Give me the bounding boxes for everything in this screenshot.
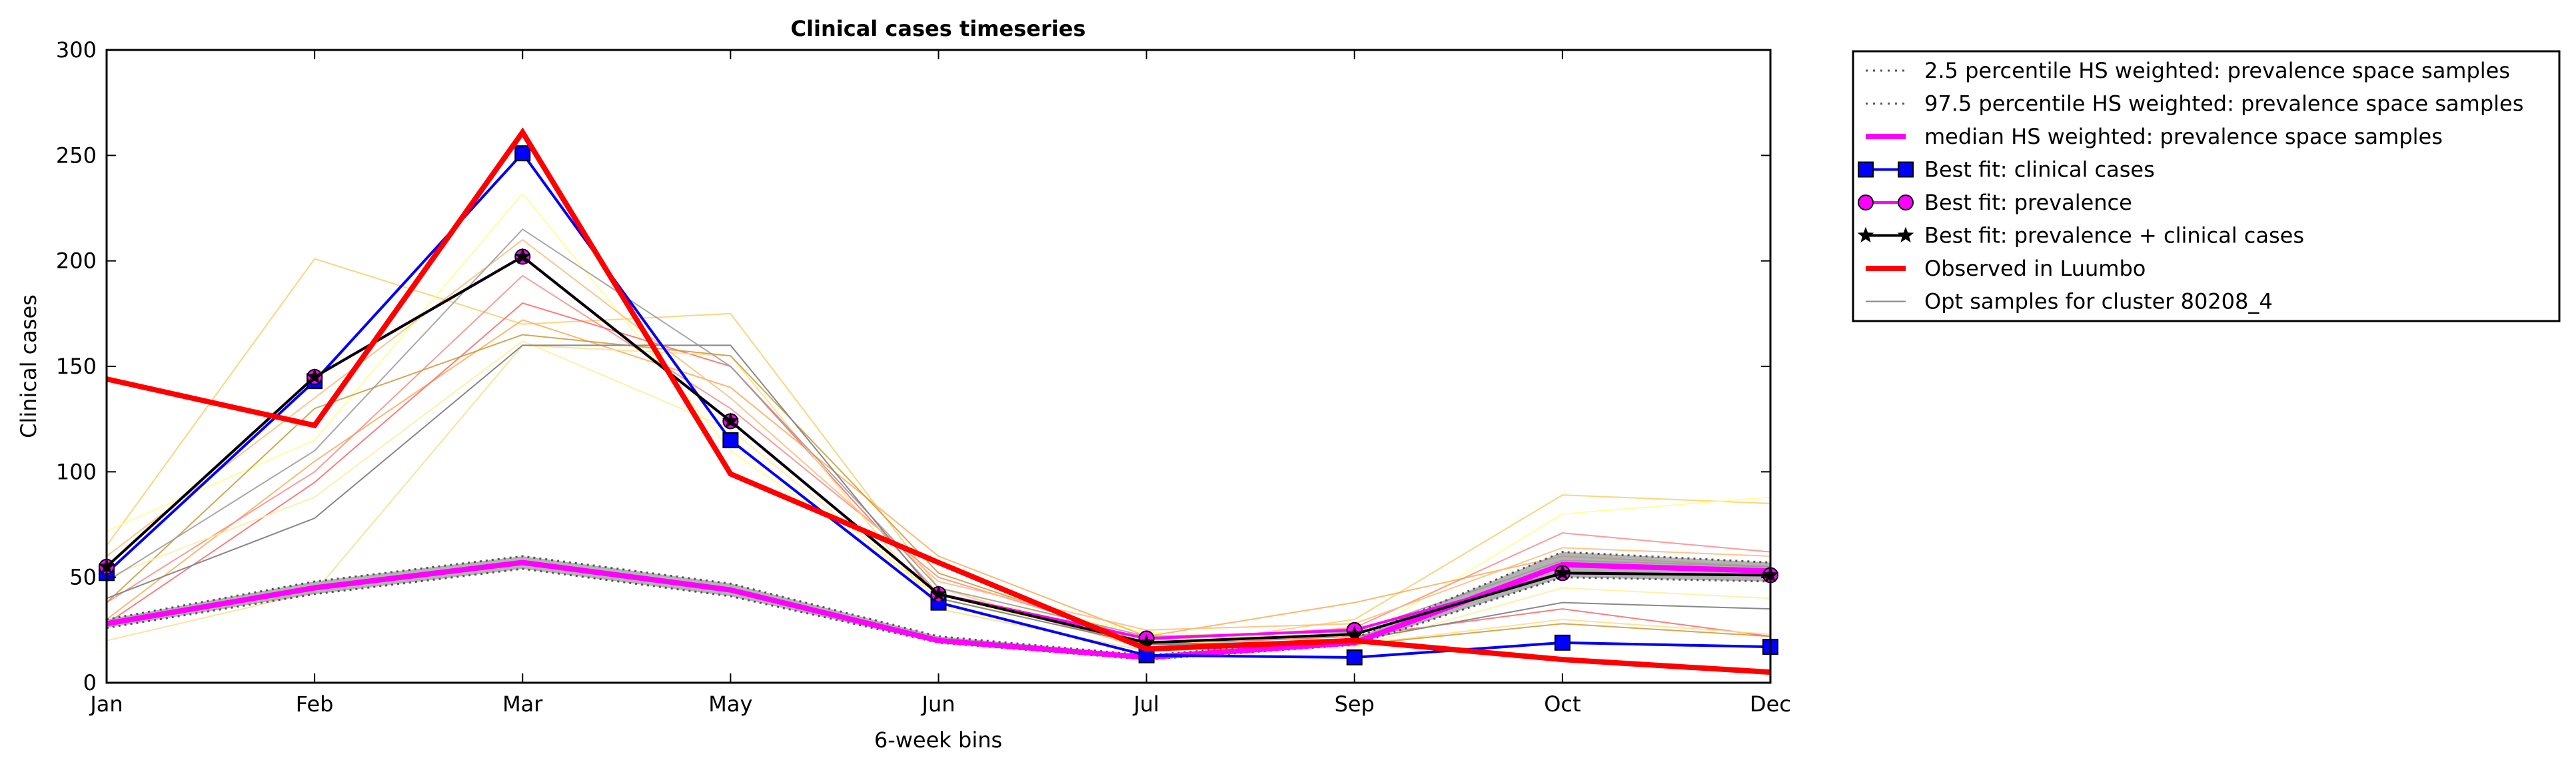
background-sample-line-3: [106, 274, 1771, 641]
background-sample-line-8: [106, 238, 1771, 631]
legend-label-6: Observed in Luumbo: [1924, 256, 2146, 281]
square-marker-2: [514, 145, 531, 162]
legend: 2.5 percentile HS weighted: prevalence s…: [1852, 50, 2561, 322]
y-tick-label-3: 150: [56, 354, 97, 379]
y-tick-label-6: 300: [56, 37, 97, 63]
y-tick-label-1: 50: [69, 565, 97, 590]
y-tick-label-5: 250: [56, 143, 97, 168]
legend-entry-7: Opt samples for cluster 80208_4: [1866, 289, 2273, 314]
legend-entry-5: Best fit: prevalence + clinical cases: [1857, 223, 2304, 248]
square-marker-6: [1346, 649, 1363, 665]
square-marker-legend-b-3: [1898, 161, 1914, 178]
star-marker-5: [1138, 633, 1155, 650]
series-6: [106, 127, 1771, 675]
square-marker-legend-a-3: [1858, 161, 1874, 178]
chart-title: Clinical cases timeseries: [791, 16, 1086, 41]
y-tick-label-0: 0: [83, 670, 97, 695]
x-tick-label-0: Jan: [89, 691, 123, 717]
legend-label-3: Best fit: clinical cases: [1924, 157, 2155, 183]
x-tick-label-1: Feb: [296, 691, 334, 717]
x-tick-label-6: Sep: [1335, 691, 1375, 717]
legend-label-4: Best fit: prevalence: [1924, 190, 2132, 215]
legend-entry-4: Best fit: prevalence: [1858, 190, 2132, 215]
x-axis-label: 6-week bins: [874, 727, 1002, 753]
y-tick-label-2: 100: [56, 459, 97, 484]
legend-label-0: 2.5 percentile HS weighted: prevalence s…: [1924, 58, 2510, 83]
background-sample-line-6: [106, 334, 1771, 646]
series-line-2: [106, 560, 1771, 661]
x-tick-label-4: Jun: [921, 691, 956, 717]
series-2: [106, 560, 1771, 661]
legend-label-7: Opt samples for cluster 80208_4: [1924, 289, 2273, 314]
legend-entry-6: Observed in Luumbo: [1866, 256, 2146, 281]
star-marker-legend-a-5: [1857, 226, 1874, 242]
legend-label-5: Best fit: prevalence + clinical cases: [1924, 223, 2304, 248]
y-axis-label: Clinical cases: [16, 294, 41, 438]
series-layer: [98, 127, 1779, 675]
legend-entry-1: 97.5 percentile HS weighted: prevalence …: [1866, 91, 2523, 117]
x-tick-label-5: Jul: [1132, 691, 1159, 717]
square-marker-3: [722, 432, 739, 448]
star-marker-7: [1554, 564, 1571, 580]
star-marker-6: [1346, 625, 1363, 641]
star-marker-legend-b-5: [1897, 226, 1914, 242]
star-marker-4: [930, 585, 947, 601]
legend-label-1: 97.5 percentile HS weighted: prevalence …: [1924, 91, 2523, 117]
x-tick-label-3: May: [708, 691, 752, 717]
x-tick-label-8: Dec: [1750, 691, 1791, 717]
square-marker-7: [1554, 634, 1571, 651]
axis-ticks: Jan Feb Mar May Jun Jul Sep Oct Dec 0 50 100 150 200 2…: [56, 37, 1791, 717]
legend-frame: [1852, 50, 2561, 322]
x-tick-label-2: Mar: [502, 691, 543, 717]
series-line-6: [106, 127, 1771, 675]
star-marker-2: [514, 248, 531, 264]
legend-label-2: median HS weighted: prevalence space sam…: [1924, 124, 2443, 149]
circle-marker-legend-b-4: [1898, 194, 1914, 210]
legend-entry-3: Best fit: clinical cases: [1858, 157, 2155, 183]
x-tick-label-7: Oct: [1544, 691, 1581, 717]
star-marker-3: [722, 412, 739, 428]
background-sample-line-2: [106, 319, 1771, 637]
circle-marker-legend-a-4: [1858, 194, 1874, 210]
star-marker-1: [306, 368, 323, 384]
legend-entry-2: median HS weighted: prevalence space sam…: [1866, 124, 2443, 149]
legend-entry-0: 2.5 percentile HS weighted: prevalence s…: [1866, 58, 2510, 83]
y-tick-label-4: 200: [56, 248, 97, 274]
